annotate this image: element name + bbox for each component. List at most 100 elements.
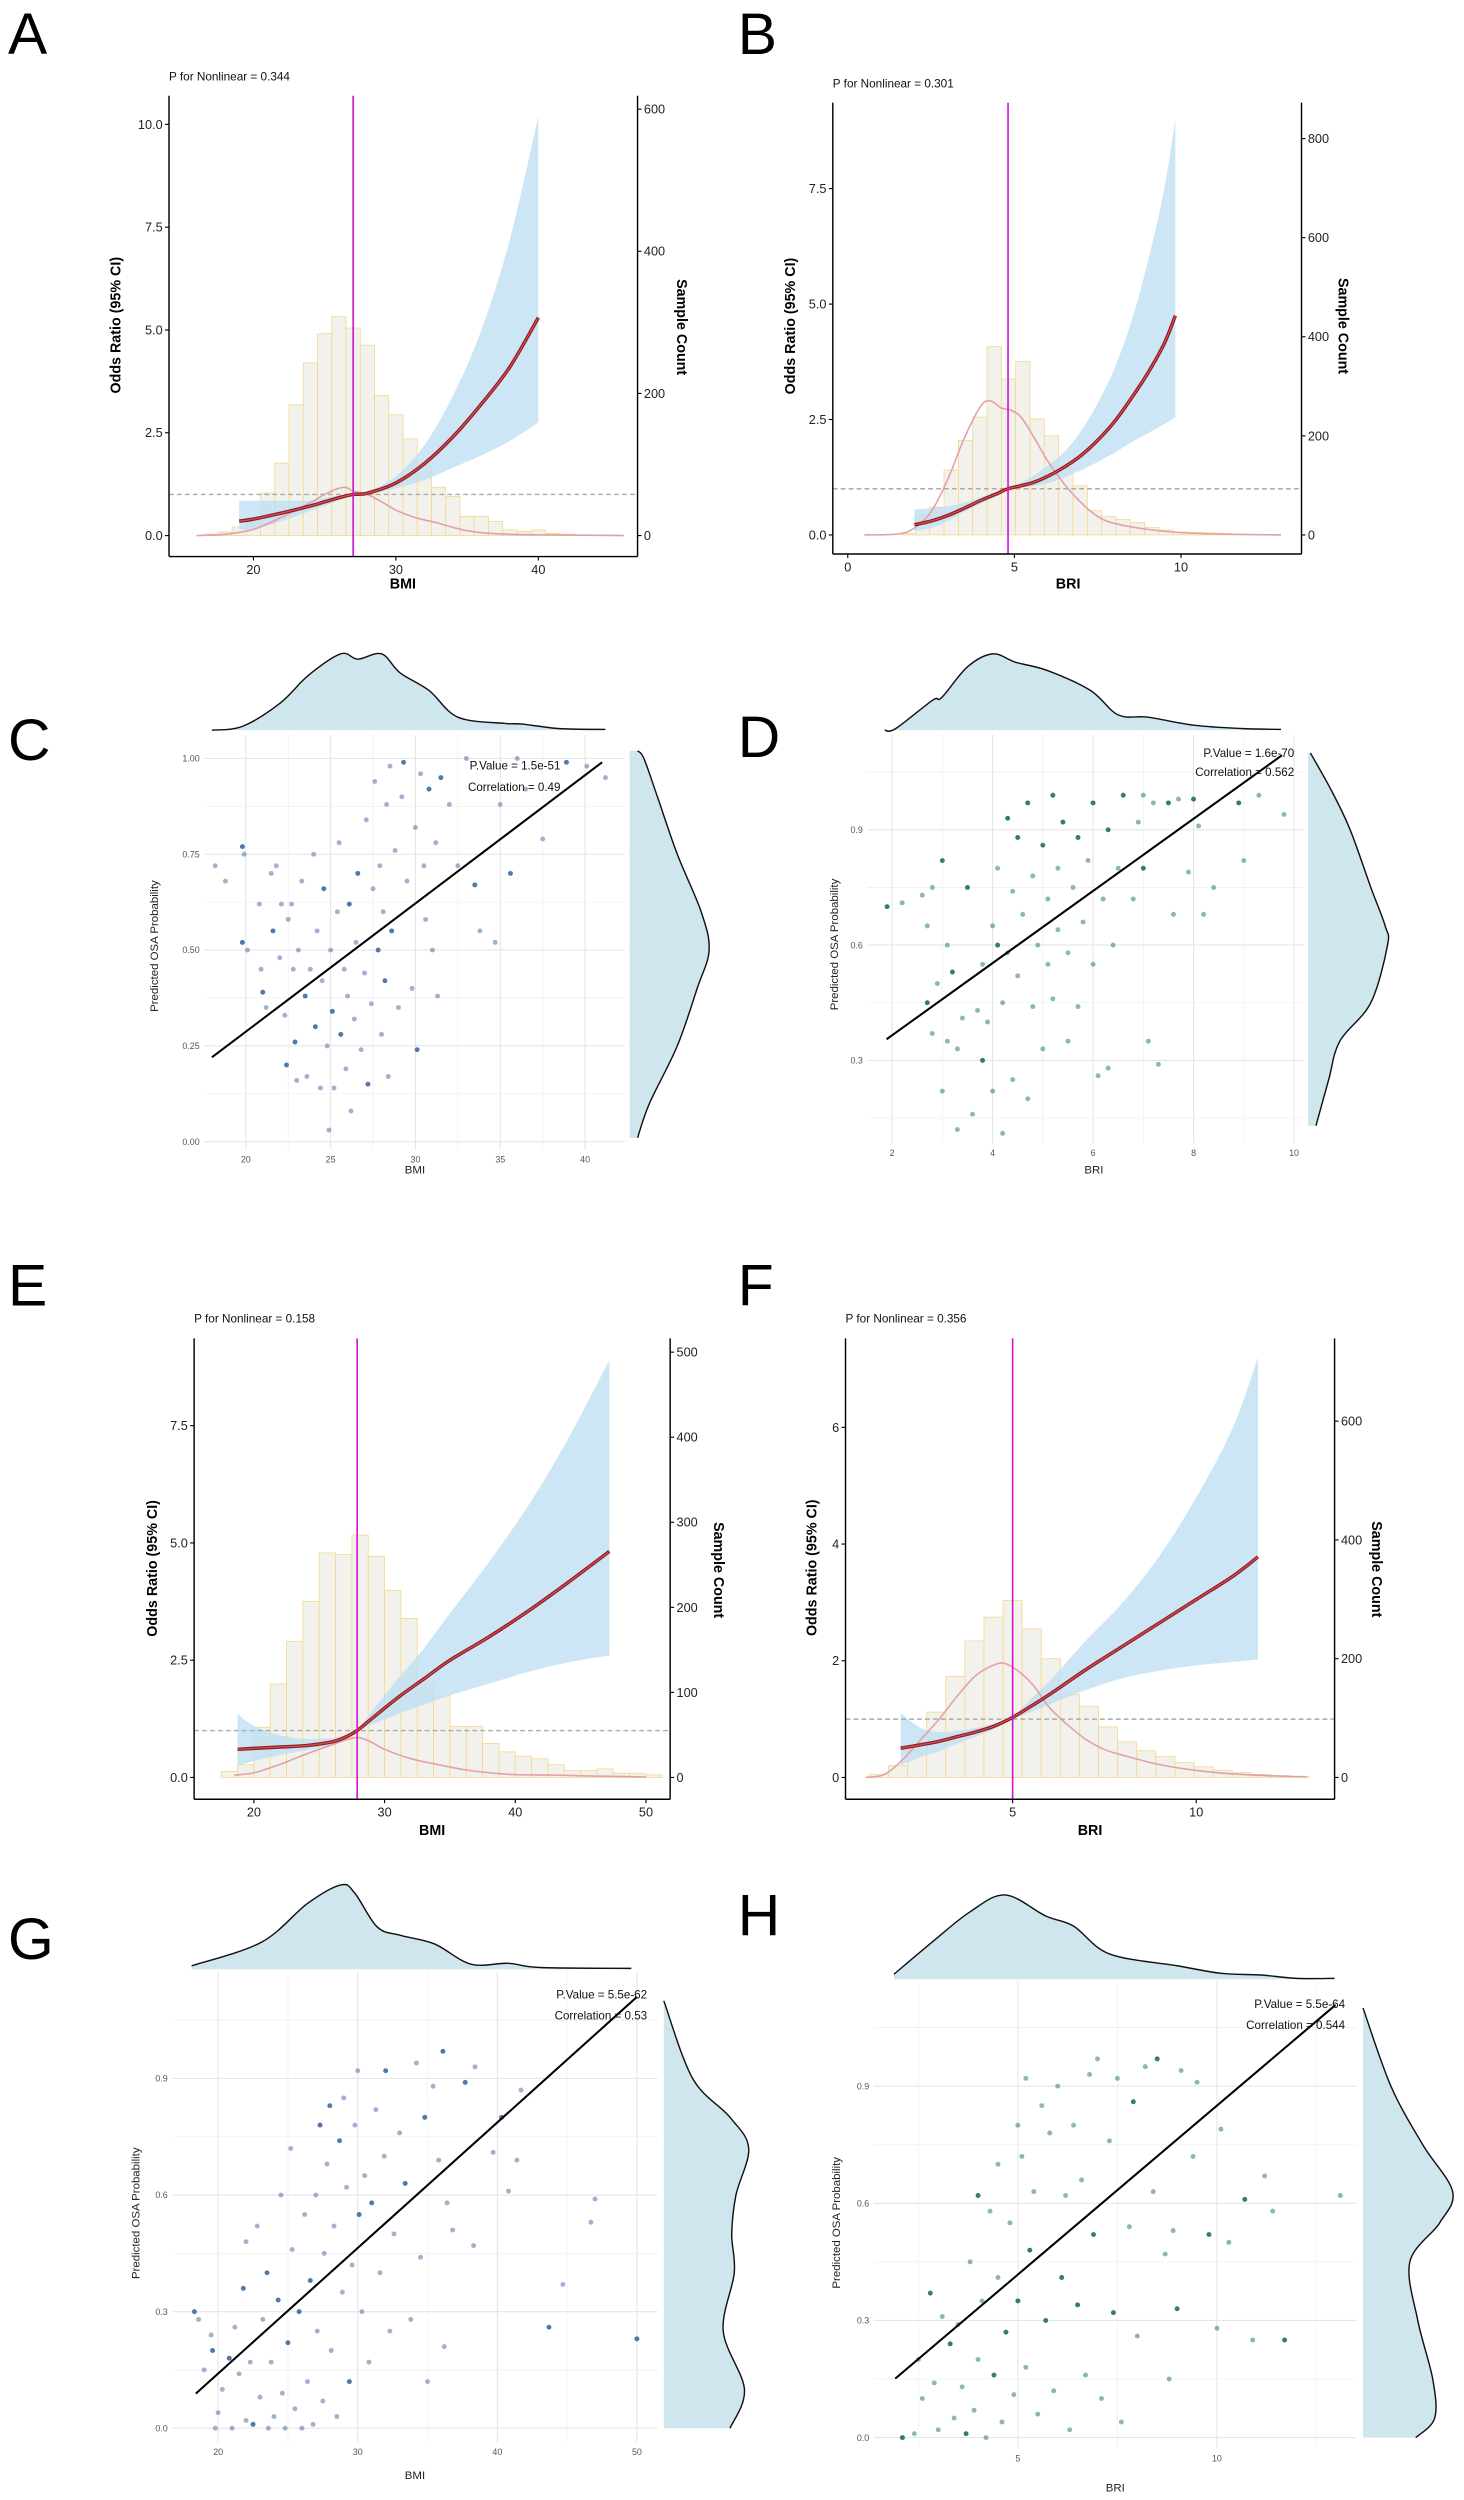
scatter-point (366, 2359, 372, 2365)
histogram-bar (237, 1764, 255, 1778)
scatter-point (392, 847, 398, 853)
y-tick-label: 0.0 (857, 2433, 869, 2443)
y2-tick-label: 0 (1308, 527, 1315, 542)
scatter-point (191, 2309, 197, 2315)
scatter-point (1250, 2337, 1256, 2343)
scatter-point (1027, 2247, 1033, 2253)
scatter-point (311, 851, 317, 857)
scatter-point (348, 1108, 354, 1114)
histogram-bar (972, 416, 988, 536)
scatter-point (402, 2180, 408, 2186)
scatter-point (951, 2415, 957, 2421)
scatter-point (1256, 792, 1262, 798)
y2-tick-label: 0 (677, 1770, 684, 1785)
scatter-point (338, 1031, 344, 1037)
y2-tick-label: 200 (1308, 428, 1329, 443)
x-tick-label: 10 (1189, 1805, 1203, 1820)
p-value-text: P.Value = 1.5e-51 (470, 760, 561, 773)
histogram-bar (331, 316, 347, 536)
scatter-point (949, 969, 955, 975)
y-tick-label: 5.0 (145, 322, 163, 337)
scatter-point (947, 2341, 953, 2347)
scatter-point (391, 2231, 397, 2237)
scatter-point (472, 882, 478, 888)
scatter-point (1020, 911, 1026, 917)
scatter-point (540, 836, 546, 842)
scatter-point (1130, 896, 1136, 902)
scatter-point (284, 1062, 289, 1068)
y-tick-label: 0.9 (155, 2074, 167, 2084)
scatter-point (954, 1127, 960, 1133)
scatter-point (1047, 2130, 1053, 2136)
y-tick-label: 7.5 (145, 220, 163, 235)
scatter-point (1050, 792, 1056, 798)
x-axis-title: BRI (1084, 1164, 1103, 1176)
scatter-point (560, 2281, 566, 2287)
scatter-point (1087, 2071, 1092, 2077)
scatter-point (384, 801, 390, 807)
scatter-point (422, 2114, 428, 2120)
scatter-point (463, 756, 469, 761)
scatter-point (911, 2431, 917, 2437)
scatter-point (334, 2414, 340, 2420)
y2-tick-label: 600 (1308, 230, 1329, 245)
y2-tick-label: 800 (1308, 131, 1329, 146)
ci-band (237, 1360, 610, 1766)
scatter-point (1241, 858, 1247, 864)
scatter-point (336, 840, 342, 846)
correlation-text: Correlation = 0.53 (555, 2009, 647, 2022)
scatter-point (1083, 2372, 1089, 2378)
scatter-point (1015, 973, 1021, 979)
x-tick-label: 40 (508, 1805, 522, 1820)
scatter-point (959, 2384, 965, 2390)
scatter-point (302, 2212, 308, 2217)
histogram-bar (445, 496, 461, 536)
scatter-point (341, 2095, 347, 2101)
scatter-point (1145, 1038, 1151, 1044)
scatter-point (1023, 2364, 1029, 2370)
scatter-point (1065, 1038, 1071, 1044)
scatter-point (321, 2250, 327, 2256)
scatter-point (362, 2173, 368, 2179)
y-tick-label: 0 (832, 1770, 839, 1785)
scatter-point (328, 2348, 334, 2353)
panel-a: A 0.0 2.5 5.0 7.5 10.0 0 200 400 600 20 30 40 P for N… (8, 2, 689, 592)
scatter-point (1045, 961, 1051, 967)
correlation-text: Correlation = 0.544 (1246, 2019, 1345, 2032)
scatter-point (271, 2414, 277, 2420)
scatter-point (455, 863, 461, 869)
plot-background (172, 1971, 658, 2443)
scatter-point (1134, 2333, 1140, 2339)
plot-area (832, 119, 1302, 536)
scatter-point (345, 993, 351, 999)
scatter-point (884, 904, 890, 910)
scatter-point (1130, 2099, 1136, 2105)
scatter-point (382, 978, 388, 984)
scatter-point (355, 870, 361, 876)
scatter-point (1150, 800, 1156, 806)
scatter-point (305, 2379, 310, 2385)
x-axis-title: BMI (405, 1164, 425, 1176)
scatter-point (1095, 1073, 1101, 1079)
scatter-point (319, 978, 325, 984)
scatter-point (418, 771, 424, 777)
y-tick-label: 2 (832, 1653, 839, 1668)
histogram-bar (964, 1640, 985, 1778)
scatter-point (1071, 2122, 1077, 2128)
y-tick-label: 0.0 (809, 527, 827, 542)
scatter-point (492, 939, 498, 945)
histogram-bar (888, 1765, 908, 1778)
x-tick-label: 2 (890, 1148, 895, 1158)
scatter-point (1170, 2228, 1176, 2234)
marginal-density-y (1309, 752, 1390, 1126)
scatter-point (929, 884, 935, 890)
scatter-point (260, 989, 266, 995)
histogram-bar (1072, 485, 1088, 536)
marginal-density-x (191, 1883, 632, 1970)
scatter-point (1176, 796, 1181, 802)
marginal-density-x-fill (894, 1894, 1335, 1980)
or-curve-highlight (900, 1556, 1259, 1749)
scatter-point (317, 2122, 323, 2128)
scatter-point (304, 1074, 310, 1079)
x-tick-label: 30 (378, 1805, 392, 1820)
